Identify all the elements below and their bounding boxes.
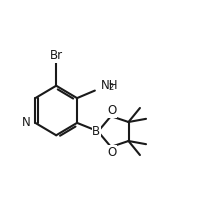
Text: N: N (22, 116, 31, 129)
Text: O: O (107, 146, 117, 159)
Text: 2: 2 (109, 83, 114, 92)
Text: B: B (92, 125, 100, 138)
Text: Br: Br (50, 49, 63, 62)
Text: O: O (107, 104, 117, 117)
Text: NH: NH (101, 79, 118, 92)
